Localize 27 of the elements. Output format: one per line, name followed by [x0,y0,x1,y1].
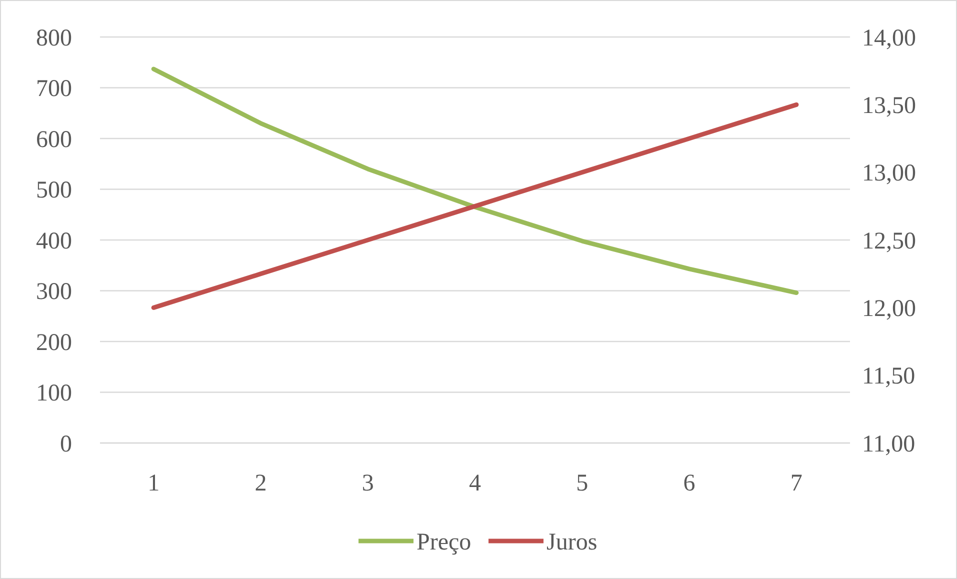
y-tick-label: 700 [36,76,72,102]
legend-label: Juros [546,529,598,556]
y2-tick-label: 11,00 [862,431,916,458]
x-tick-label: 6 [683,470,696,496]
y-tick-label: 600 [36,126,72,153]
y2-tick-label: 13,00 [862,160,916,187]
y-tick-label: 100 [36,380,72,407]
y-tick-label: 300 [36,279,72,306]
y2-tick-label: 12,50 [862,228,916,254]
y-tick-label: 800 [36,25,72,52]
line-series [151,66,799,296]
legend-label: Preço [416,529,472,556]
y-tick-label: 0 [60,431,72,458]
line-series [151,102,799,310]
x-tick-label: 2 [254,470,267,496]
x-tick-label: 4 [469,470,481,496]
y-tick-label: 500 [36,178,72,204]
y-tick-label: 200 [36,330,72,356]
y2-tick-label: 14,00 [862,25,916,52]
x-tick-label: 3 [362,470,374,496]
x-tick-label: 5 [576,470,588,496]
x-tick-label: 7 [790,470,802,496]
y-tick-label: 400 [36,228,72,254]
y2-tick-label: 13,50 [862,93,916,120]
x-tick-label: 1 [148,470,160,496]
y2-tick-label: 12,00 [862,296,916,322]
y2-tick-label: 11,50 [862,364,916,390]
